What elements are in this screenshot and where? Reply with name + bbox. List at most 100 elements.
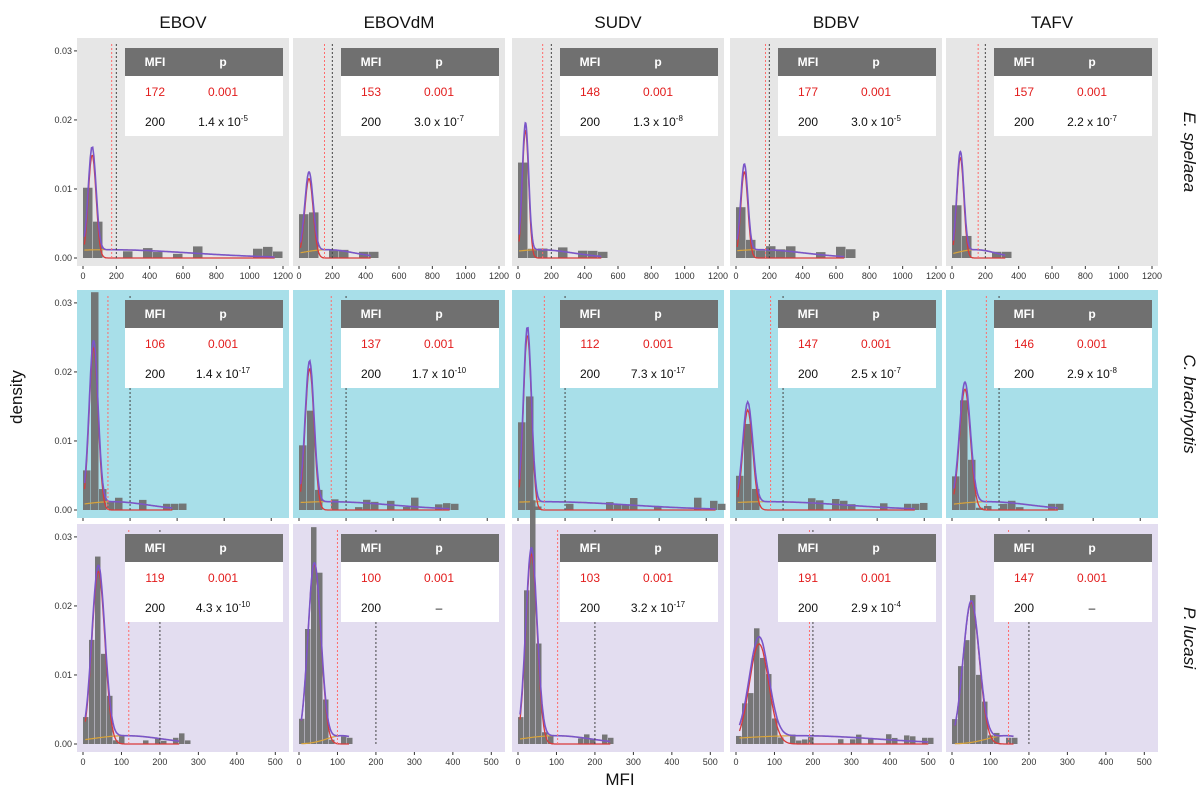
- x-tick-label: 1000: [893, 271, 913, 281]
- stats-table: MFI p 112 0.001 200 7.3 x 10-17: [560, 300, 718, 388]
- header-mfi: MFI: [798, 307, 819, 321]
- histogram-bar: [796, 740, 802, 744]
- histogram-bar: [83, 187, 93, 258]
- panel-2-4: MFI p 147 0.001 200 –: [946, 524, 1158, 752]
- x-tick-label: 100: [549, 757, 564, 767]
- histogram-bar: [766, 674, 772, 744]
- histogram-bar: [952, 719, 958, 744]
- stats-table: MFI p 103 0.001 200 3.2 x 10-17: [560, 534, 718, 622]
- histogram-bar: [91, 292, 99, 510]
- histogram-bar: [119, 735, 125, 744]
- density-total: [299, 359, 450, 510]
- stats-table-header: [341, 534, 499, 562]
- histogram-bar: [83, 470, 91, 510]
- x-tick-label: 600: [610, 271, 625, 281]
- histogram-bar: [904, 503, 912, 510]
- cell-p: 0.001: [424, 85, 454, 99]
- x-tick-label: 300: [407, 757, 422, 767]
- cell-p: 0.001: [643, 85, 673, 99]
- column-header-ebovdm: EBOVdM: [364, 13, 435, 32]
- histogram-bar: [179, 733, 185, 744]
- histogram-bar: [1016, 507, 1024, 510]
- histogram-bar: [778, 737, 784, 744]
- x-tick-label: 800: [1078, 271, 1093, 281]
- histogram-bar: [1006, 737, 1012, 744]
- cell-mfi: 103: [580, 571, 600, 585]
- histogram-bar: [976, 507, 984, 510]
- x-tick-label: 400: [142, 271, 157, 281]
- x-tick-label: 800: [644, 271, 659, 281]
- panel-1-1: MFI p 137 0.001 200 1.7 x 10-10: [293, 290, 505, 518]
- cell-mfi: 200: [145, 115, 165, 129]
- x-tick-label: 0: [80, 757, 85, 767]
- density-total: [738, 635, 929, 743]
- x-tick-label: 0: [296, 271, 301, 281]
- histogram-bar: [371, 501, 379, 510]
- histogram-bar: [790, 734, 796, 744]
- x-tick-label: 1200: [926, 271, 946, 281]
- histogram-bar: [123, 251, 133, 258]
- x-tick-label: 0: [949, 271, 954, 281]
- cell-p: 0.001: [643, 571, 673, 585]
- histogram-bar: [590, 739, 596, 744]
- histogram-bar: [309, 212, 319, 258]
- header-mfi: MFI: [1014, 55, 1035, 69]
- cell-p: –: [436, 601, 443, 615]
- x-tick-label: 300: [191, 757, 206, 767]
- y-tick-label: 0.02: [54, 115, 72, 125]
- histogram-bar: [307, 410, 315, 510]
- x-tick-label: 300: [844, 757, 859, 767]
- header-p: p: [872, 55, 879, 69]
- stats-table-header: [341, 300, 499, 328]
- histogram-bar: [630, 498, 638, 510]
- x-tick-label: 200: [544, 271, 559, 281]
- stats-table-header: [994, 300, 1152, 328]
- column-header-sudv: SUDV: [594, 13, 642, 32]
- x-tick-label: 0: [515, 271, 520, 281]
- histogram-bar: [542, 732, 548, 744]
- histogram-bar: [846, 249, 856, 258]
- histogram-bar: [273, 251, 283, 258]
- panel-1-4: MFI p 146 0.001 200 2.9 x 10-8: [946, 290, 1158, 518]
- stats-table-header: [778, 48, 936, 76]
- histogram-bar: [992, 251, 1002, 258]
- cell-mfi: 148: [580, 85, 600, 99]
- x-tick-label: 0: [733, 271, 738, 281]
- row-label-1: C. brachyotis: [1180, 354, 1197, 454]
- x-tick-label: 400: [358, 271, 373, 281]
- histogram-bar: [608, 737, 614, 744]
- header-mfi: MFI: [580, 55, 601, 69]
- y-tick-label: 0.02: [54, 601, 72, 611]
- cell-p: 0.001: [861, 337, 891, 351]
- histogram-bar: [928, 737, 934, 744]
- histogram-bar: [83, 717, 89, 744]
- x-tick-label: 100: [330, 757, 345, 767]
- stats-table: MFI p 147 0.001 200 2.5 x 10-7: [778, 300, 936, 388]
- histogram-bar: [952, 476, 960, 510]
- header-mfi: MFI: [580, 307, 601, 321]
- cell-p: 1.7 x 10-10: [412, 366, 467, 381]
- x-tick-label: 200: [805, 757, 820, 767]
- cell-mfi: 100: [361, 571, 381, 585]
- histogram-bar: [744, 423, 752, 510]
- cell-p: 0.001: [208, 337, 238, 351]
- histogram-bar: [736, 207, 746, 258]
- cell-p: 0.001: [424, 337, 454, 351]
- cell-p: 1.3 x 10-8: [633, 114, 683, 129]
- histogram-bar: [143, 740, 149, 744]
- histogram-bar: [808, 498, 816, 510]
- histogram-bar: [964, 640, 970, 744]
- header-p: p: [219, 307, 226, 321]
- histogram-bar: [311, 527, 317, 744]
- panel-0-3: MFI p 177 0.001 200 3.0 x 10-5: [730, 38, 942, 266]
- histogram-bar: [606, 502, 614, 510]
- cell-mfi: 172: [145, 85, 165, 99]
- histogram-bar: [808, 737, 814, 744]
- cell-p: 1.4 x 10-5: [198, 114, 248, 129]
- header-p: p: [435, 541, 442, 555]
- density-total: [518, 326, 716, 510]
- x-tick-label: 0: [515, 757, 520, 767]
- histogram-bar: [115, 497, 123, 510]
- stats-table-header: [994, 48, 1152, 76]
- density-total: [518, 121, 602, 258]
